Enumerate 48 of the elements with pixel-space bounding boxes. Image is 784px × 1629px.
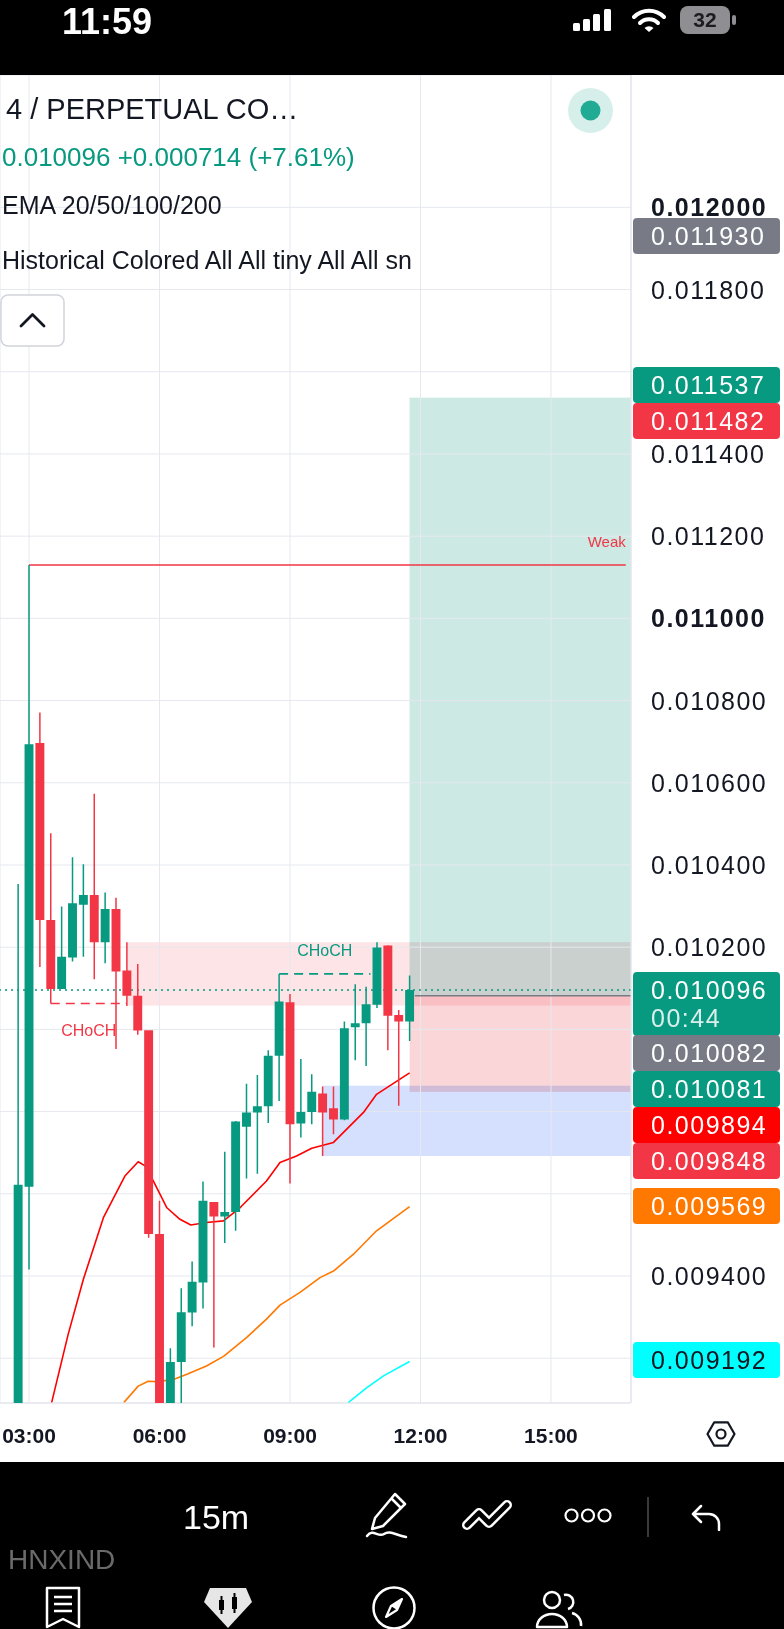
y-tick-label: 0.010200	[651, 933, 768, 962]
series-label: CHoCH	[61, 1021, 117, 1039]
x-tick-label: 09:00	[263, 1423, 317, 1447]
candlestick	[209, 1202, 219, 1348]
text: HNXIND	[8, 1543, 116, 1577]
line-series	[347, 1360, 411, 1403]
text: 11:59	[62, 0, 153, 44]
x-tick-label: 03:00	[2, 1423, 56, 1447]
text: 0.009569	[651, 1191, 768, 1222]
text: 4 / PERPETUAL CO…	[6, 92, 299, 127]
text: 0.011482	[651, 406, 766, 437]
text: 0.010096 +0.000714 (+7.61%)	[2, 142, 355, 173]
candlestick	[100, 892, 110, 964]
line-series	[50, 1072, 411, 1403]
ref-line-label: 0.010096 00:44	[651, 974, 768, 1034]
line-series	[123, 1205, 411, 1403]
x-tick-label: 12:00	[393, 1423, 448, 1447]
text: 32	[680, 7, 730, 33]
candlestick	[133, 964, 143, 1035]
x-tick-label: 06:00	[132, 1423, 187, 1447]
annotation: EMA 20/50/100/200	[2, 190, 222, 220]
candlestick	[13, 883, 23, 1403]
x-tick-label: 15:00	[524, 1423, 578, 1447]
candlestick	[187, 1261, 197, 1327]
text: 0.011930	[651, 222, 766, 250]
y-tick-label: 0.010800	[651, 686, 768, 715]
annotation: Historical Colored All All tiny All All sn	[2, 245, 412, 275]
text: 15m	[183, 1497, 250, 1538]
y-tick-label: 0.012000	[651, 193, 768, 222]
series-label: CHoCH	[297, 942, 353, 960]
y-tick-label: 0.011000	[651, 604, 766, 633]
candlestick	[176, 1288, 186, 1403]
y-tick-label: 0.010400	[651, 850, 768, 879]
series-label: Weak	[587, 533, 627, 551]
candlestick	[122, 942, 132, 1006]
y-tick-label: 0.011400	[651, 439, 766, 468]
y-tick-label: 0.010600	[651, 768, 768, 797]
text: 0.009192	[651, 1345, 768, 1376]
text: 0.009894	[651, 1110, 768, 1141]
y-tick-label: 0.009400	[651, 1262, 768, 1290]
text: 0.010082	[651, 1038, 768, 1069]
text: 0.010081	[651, 1074, 768, 1105]
candlestick	[296, 1058, 306, 1138]
candlestick	[361, 986, 371, 1066]
text: 0.011537	[651, 370, 766, 401]
y-tick-label: 0.011800	[651, 275, 766, 304]
y-tick-label: 0.011200	[651, 522, 766, 551]
text: 0.009848	[651, 1146, 768, 1177]
